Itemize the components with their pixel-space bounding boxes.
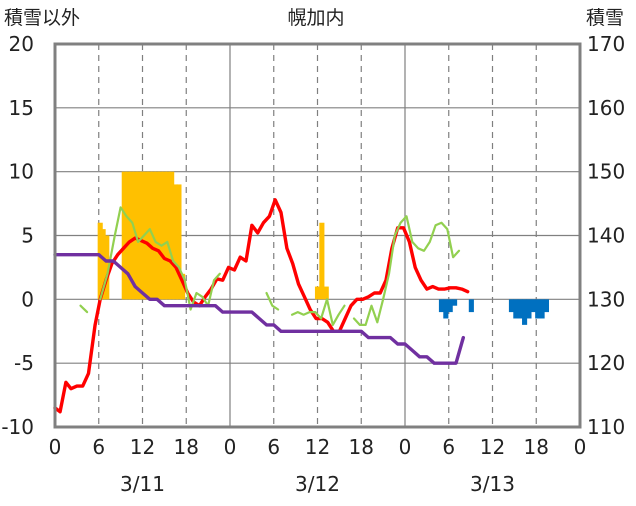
right-tick-labels: 110 120 130 140 150 160 170: [587, 32, 625, 439]
x-tick-labels: 0 6 12 18 0 6 12 18 0 6 12 18 0: [49, 435, 587, 459]
snowfall-bar: [180, 273, 186, 300]
right-tick-label: 150: [587, 160, 625, 184]
x-tick-label: 12: [480, 435, 505, 459]
dew-point-line: [99, 206, 221, 311]
right-tick-label: 110: [587, 415, 625, 439]
snowfall-bar: [513, 299, 519, 319]
right-tick-label: 120: [587, 351, 625, 375]
snowfall-bar: [104, 235, 110, 300]
snowfall-bar: [530, 299, 536, 313]
x-tick-label: 12: [130, 435, 155, 459]
x-tick-label: 0: [49, 435, 62, 459]
snowfall-bar: [147, 171, 153, 300]
x-tick-label: 18: [524, 435, 549, 459]
left-tick-label: 15: [9, 96, 34, 120]
date-labels: 3/11 3/12 3/13: [120, 472, 515, 496]
left-tick-label: 5: [21, 224, 34, 248]
snowfall-bar: [314, 286, 321, 300]
x-tick-label: 12: [305, 435, 330, 459]
plot-area: [53, 42, 582, 429]
snowfall-bar: [526, 299, 532, 319]
snowfall-bar: [121, 171, 127, 300]
plot-frame: [53, 42, 582, 429]
x-tick-label: 0: [399, 435, 412, 459]
dew-point-line: [290, 298, 346, 326]
snowfall-bar: [97, 222, 103, 300]
snowfall-bar: [517, 299, 523, 319]
right-tick-label: 160: [587, 96, 625, 120]
snowfall-bar: [522, 299, 528, 325]
dew-point-line: [265, 291, 280, 311]
snowfall-bar: [136, 171, 142, 300]
left-tick-label: 20: [9, 32, 34, 56]
dew-point-line: [352, 215, 461, 326]
snowfall-bar: [539, 299, 545, 319]
x-tick-label: 18: [349, 435, 374, 459]
left-tick-label: -5: [14, 351, 34, 375]
x-tick-label: 6: [92, 435, 105, 459]
snow-depth-line: [53, 253, 465, 365]
right-tick-label: 130: [587, 287, 625, 311]
x-tick-label: 0: [224, 435, 237, 459]
snowfall-bar: [543, 299, 550, 313]
snowfall-bar: [154, 171, 160, 300]
right-axis-label: 積雪: [586, 7, 624, 29]
snowfall-bar: [129, 171, 135, 300]
snowfall-bar: [125, 171, 131, 300]
right-tick-label: 170: [587, 32, 625, 56]
snowfall-bar: [165, 171, 171, 300]
snowfall-bar: [319, 222, 325, 300]
snowfall-bar: [172, 184, 178, 300]
snowfall-bar: [323, 286, 329, 300]
x-tick-label: 0: [574, 435, 587, 459]
left-axis-label: 積雪以外: [4, 7, 80, 29]
left-tick-label: 0: [21, 287, 34, 311]
snowfall-bar: [158, 171, 164, 300]
x-tick-label: 6: [442, 435, 455, 459]
left-tick-labels: -10 -5 0 5 10 15 20: [1, 32, 34, 439]
snowfall-bar: [143, 171, 149, 300]
snowfall-bar: [443, 299, 449, 319]
temperature-line: [53, 198, 470, 414]
snowfall-bar: [452, 299, 458, 306]
snowfall-bar: [176, 184, 182, 300]
snowfall-bar: [508, 299, 515, 313]
snowfall-bar: [169, 171, 175, 300]
snowfall-bar: [535, 299, 541, 319]
date-label: 3/13: [470, 472, 515, 496]
x-tick-label: 18: [174, 435, 199, 459]
left-tick-label: 10: [9, 160, 34, 184]
date-label: 3/12: [295, 472, 340, 496]
right-tick-label: 140: [587, 224, 625, 248]
snowfall-bar: [438, 299, 445, 313]
snowfall-bar: [139, 171, 146, 300]
snowfall-bar: [161, 171, 167, 300]
snowfall-bar: [100, 229, 106, 300]
dew-point-line: [79, 304, 89, 314]
date-label: 3/11: [120, 472, 165, 496]
snowfall-bar: [447, 299, 453, 313]
snowfall-bar: [468, 299, 474, 313]
chart-title: 幌加内: [287, 7, 344, 29]
left-tick-label: -10: [1, 415, 34, 439]
x-tick-label: 6: [267, 435, 280, 459]
